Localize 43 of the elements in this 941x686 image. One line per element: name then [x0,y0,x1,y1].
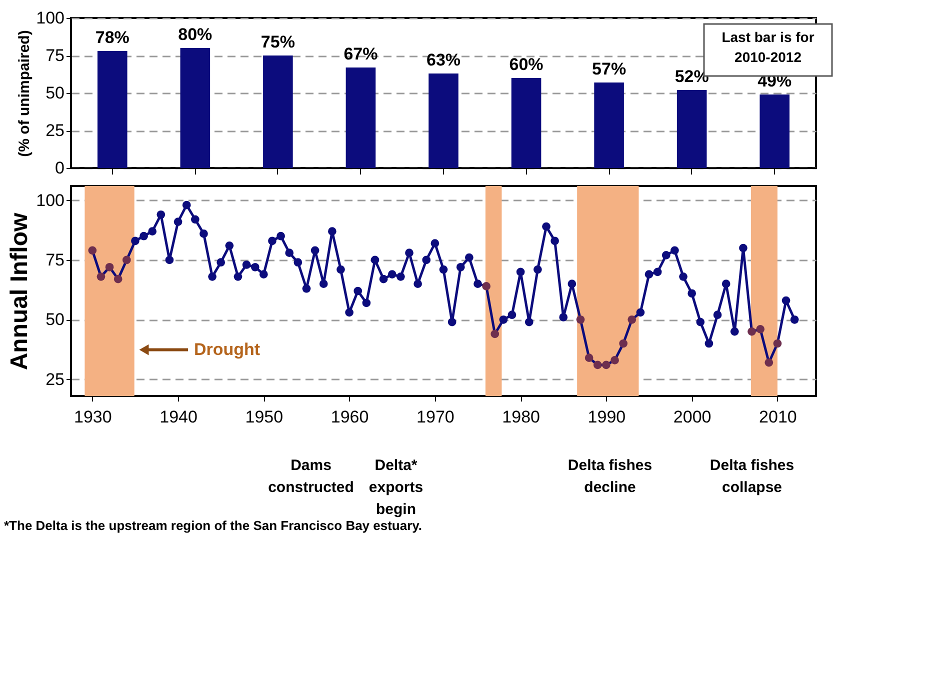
x-tick-label: 1950 [245,408,284,426]
y-tick-label: 100 [36,190,64,210]
y-tick-label: 0 [55,158,64,178]
y-tick-label: 75 [46,250,64,270]
y-tick-label: 75 [46,46,64,65]
y-tick-label: 25 [46,370,64,389]
data-label: 75% [260,32,295,52]
x-tick-label: 1930 [74,408,112,426]
x-tick-label: 2010 [759,408,797,426]
data-label: 63% [426,50,461,70]
text: Delta fishes collapse [710,457,794,496]
x-tick-label: 2000 [673,408,712,426]
bar [263,56,293,168]
text: Dams constructed [268,457,354,496]
bar [346,68,376,168]
text: *The Delta is the upstream region of the San Francisco Bay estuary. [4,518,424,533]
y-tick-label: 50 [46,310,64,330]
y-axis-title: (% of unimpaired) [16,30,34,157]
data-label: 57% [592,60,626,78]
data-label: 67% [344,44,378,64]
bar [428,74,458,168]
bar [594,82,624,168]
x-tick-label: 1980 [502,408,540,426]
bar [760,94,790,168]
bar [180,48,210,168]
y-axis-title: Annual Inflow [6,212,34,370]
annotation: Drought [194,340,260,359]
x-tick-label: 1990 [588,408,626,426]
data-label: 80% [178,25,212,44]
bar [676,90,707,168]
y-tick-label: 25 [46,121,64,140]
text: Delta* exports begin [368,457,424,518]
bar [511,78,542,168]
data-label: 60% [509,55,544,74]
y-tick-label: 100 [36,8,64,28]
bar [97,51,128,168]
x-tick-label: 1970 [416,408,454,426]
text: Delta fishes decline [568,457,652,496]
x-tick-label: 1960 [330,408,369,426]
x-tick-label: 1940 [160,408,198,426]
y-tick-label: 50 [46,84,64,102]
annotation: Last bar is for 2010-2012 [722,29,815,65]
data-label: 78% [95,28,130,47]
